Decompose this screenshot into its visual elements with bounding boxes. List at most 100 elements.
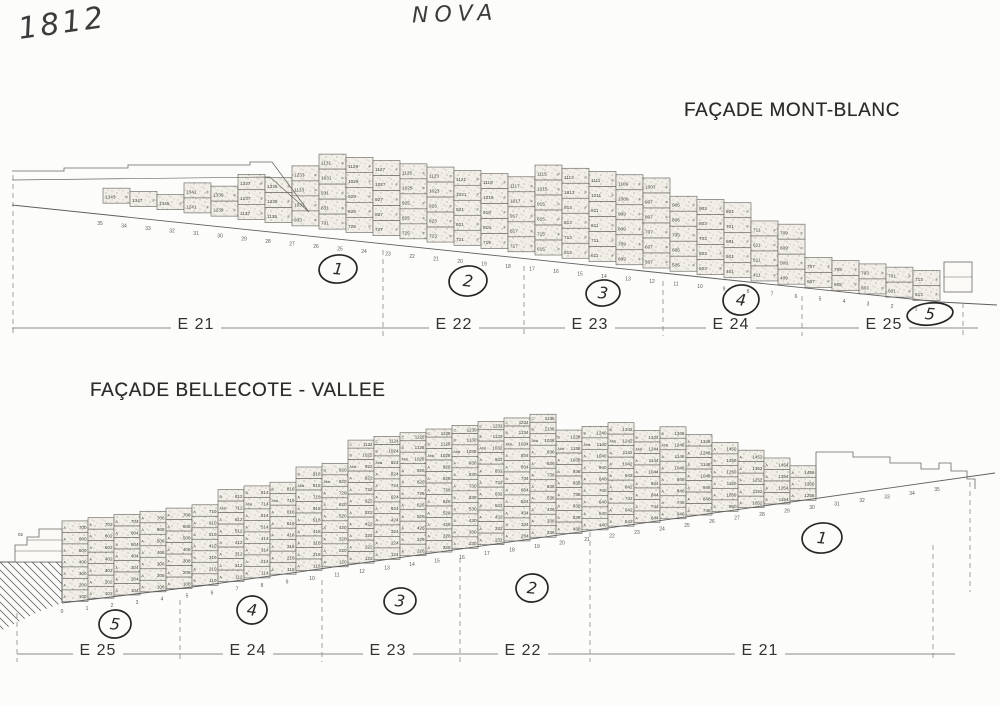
svg-text:F: F	[558, 202, 561, 207]
svg-text:A: A	[90, 534, 93, 538]
svg-text:813: 813	[564, 220, 572, 225]
svg-text:220: 220	[339, 548, 347, 553]
svg-text:A: A	[662, 478, 665, 482]
svg-text:F: F	[315, 202, 318, 207]
svg-text:14: 14	[601, 274, 607, 280]
svg-text:F: F	[639, 226, 642, 231]
svg-text:21: 21	[433, 256, 439, 262]
svg-text:F: F	[423, 170, 426, 175]
svg-text:511: 511	[753, 257, 761, 262]
svg-text:1111: 1111	[591, 178, 601, 183]
svg-text:10: 10	[309, 576, 315, 582]
svg-text:300: 300	[79, 571, 87, 576]
svg-text:Abis: Abis	[610, 439, 617, 443]
svg-text:A: A	[480, 458, 483, 462]
svg-text:A: A	[480, 538, 483, 542]
svg-text:712: 712	[235, 505, 243, 510]
svg-text:3: 3	[136, 600, 139, 606]
svg-text:744: 744	[651, 504, 659, 509]
svg-text:1240: 1240	[596, 431, 607, 436]
svg-text:16: 16	[459, 555, 465, 561]
svg-text:Abis: Abis	[376, 461, 383, 465]
svg-text:A: A	[792, 471, 795, 475]
svg-text:432: 432	[495, 514, 503, 519]
svg-text:1236: 1236	[545, 416, 555, 421]
svg-text:A: A	[272, 557, 275, 561]
svg-text:F: F	[504, 210, 507, 215]
svg-text:F: F	[801, 231, 804, 236]
svg-text:F: F	[531, 243, 534, 248]
svg-text:1036: 1036	[544, 438, 555, 443]
svg-text:1113: 1113	[564, 175, 574, 180]
svg-text:925: 925	[402, 200, 410, 205]
svg-text:A: A	[376, 553, 379, 557]
svg-text:A: A	[584, 489, 587, 493]
svg-text:A: A	[714, 448, 717, 452]
svg-text:F: F	[585, 250, 588, 255]
svg-text:1050: 1050	[726, 493, 737, 498]
svg-text:1352: 1352	[752, 466, 763, 471]
svg-text:3: 3	[394, 591, 406, 611]
svg-text:A: A	[324, 503, 327, 507]
svg-text:A: A	[740, 455, 743, 459]
svg-text:A: A	[116, 520, 119, 524]
svg-text:A: A	[454, 496, 457, 500]
svg-text:A: A	[324, 492, 327, 496]
svg-text:1137: 1137	[240, 211, 250, 216]
svg-text:124: 124	[391, 552, 399, 557]
svg-text:A: A	[532, 451, 535, 455]
svg-text:1246: 1246	[674, 443, 685, 448]
svg-text:A: A	[402, 504, 405, 508]
svg-text:420: 420	[339, 525, 347, 530]
svg-text:A: A	[376, 507, 379, 511]
svg-text:12: 12	[359, 569, 365, 575]
svg-text:6: 6	[795, 294, 798, 300]
svg-text:905: 905	[672, 203, 680, 208]
svg-text:740: 740	[599, 488, 607, 493]
svg-text:1: 1	[332, 259, 344, 279]
svg-text:1048: 1048	[700, 473, 711, 478]
svg-text:F: F	[450, 174, 453, 179]
svg-text:542: 542	[625, 519, 633, 524]
svg-text:A: A	[532, 497, 535, 501]
svg-text:505: 505	[672, 263, 680, 268]
svg-text:F: F	[693, 248, 696, 253]
svg-text:727: 727	[375, 227, 383, 232]
svg-text:F: F	[639, 241, 642, 246]
svg-text:610: 610	[209, 521, 217, 526]
svg-text:A: A	[272, 568, 275, 572]
svg-text:F: F	[882, 285, 885, 290]
svg-text:A: A	[532, 520, 535, 524]
svg-text:A: A	[376, 484, 379, 488]
svg-text:16: 16	[553, 269, 559, 275]
svg-text:F: F	[774, 272, 777, 277]
svg-text:4: 4	[735, 290, 747, 310]
svg-text:328: 328	[443, 533, 451, 538]
svg-text:33: 33	[145, 226, 151, 232]
svg-text:0: 0	[61, 609, 64, 615]
svg-text:Abis: Abis	[558, 447, 565, 451]
svg-text:C: C	[428, 432, 431, 436]
svg-text:1109: 1109	[618, 181, 628, 186]
svg-text:318: 318	[313, 540, 321, 545]
svg-text:924: 924	[391, 460, 399, 465]
svg-text:F: F	[612, 223, 615, 228]
svg-text:807: 807	[645, 214, 653, 219]
svg-text:B: B	[558, 435, 561, 439]
svg-text:F: F	[369, 164, 372, 169]
svg-text:A: A	[662, 513, 665, 517]
svg-text:514: 514	[261, 525, 269, 530]
svg-text:730: 730	[469, 484, 477, 489]
svg-text:F: F	[666, 244, 669, 249]
svg-text:812: 812	[235, 494, 243, 499]
svg-text:B: B	[480, 435, 483, 439]
svg-text:729: 729	[348, 224, 356, 229]
svg-text:A: A	[506, 512, 509, 516]
svg-text:933: 933	[294, 217, 302, 222]
svg-text:326: 326	[417, 537, 425, 542]
svg-text:7: 7	[771, 291, 774, 297]
svg-text:116: 116	[287, 567, 295, 572]
svg-text:1148: 1148	[701, 462, 711, 467]
svg-text:28: 28	[265, 239, 271, 245]
svg-text:A: A	[636, 516, 639, 520]
